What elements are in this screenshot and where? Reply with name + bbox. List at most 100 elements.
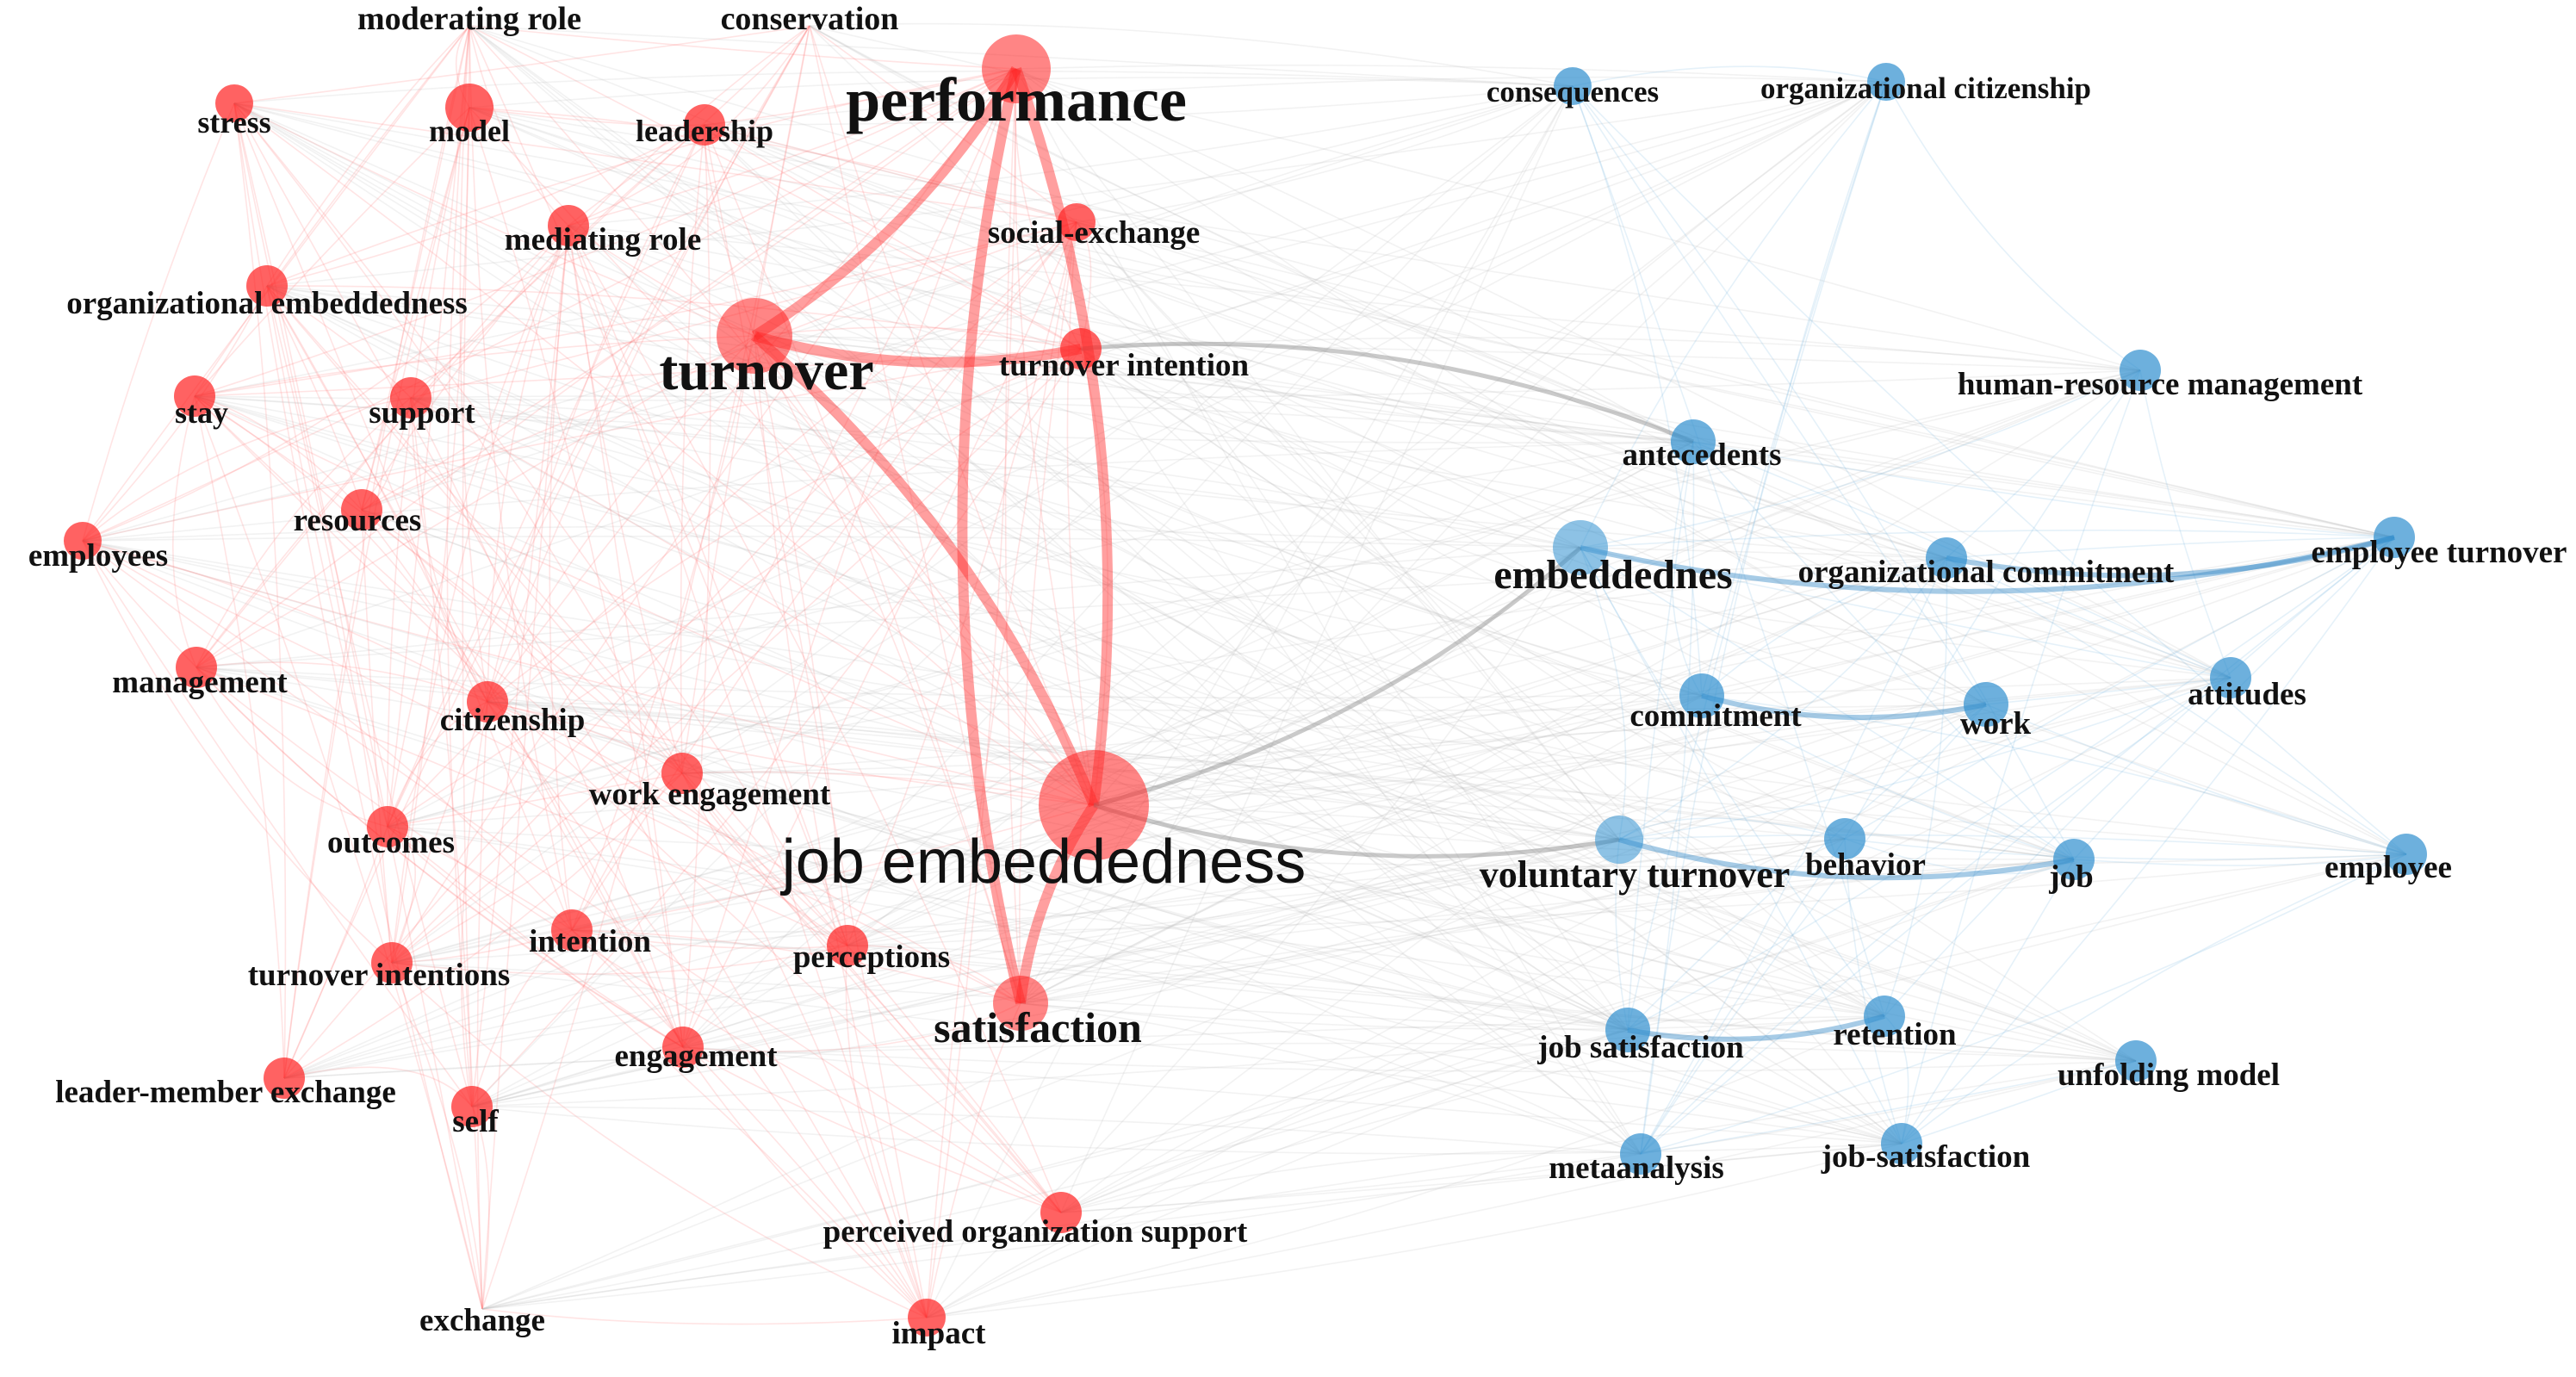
node-citizenship[interactable] [467,681,508,723]
edge-resources-job-satisfaction [361,509,1629,1031]
node-turnover-intentions[interactable] [371,942,413,983]
edge-social-exchange-job-embeddedness [1066,221,1095,806]
node-retention[interactable] [1864,996,1905,1037]
node-work[interactable] [1964,682,2008,727]
node-organizational-embeddedness[interactable] [246,265,288,307]
node-support[interactable] [390,377,431,419]
edge-moderating-role-self [446,25,473,1107]
node-satisfaction[interactable] [993,976,1048,1031]
node-resources[interactable] [341,489,382,530]
edge-leader-member-exchange-voluntary-turnover [283,839,1620,1079]
node-perceived-organization-support[interactable] [1040,1192,1082,1233]
node-turnover[interactable] [717,298,792,374]
edge-job-embeddedness-intention [571,804,1095,931]
edge-stress-organizational-commitment [233,102,1947,559]
node-organizational-citizenship[interactable] [1867,63,1905,101]
edge-self-consequences [471,85,1574,1107]
node-voluntary-turnover[interactable] [1595,816,1643,864]
edge-stay-commitment [194,395,1703,697]
node-metaanalysis[interactable] [1620,1133,1661,1175]
node-job-satisfaction-2[interactable] [1881,1123,1922,1164]
node-embeddednes[interactable] [1553,520,1608,575]
edge-moderating-role-retention [469,25,1885,1017]
edge-leadership-turnover-intention [704,124,1082,350]
node-mediating-role[interactable] [548,205,589,246]
edge-management-citizenship [196,661,488,703]
node-consequences[interactable] [1554,67,1592,105]
node-unfolding-model[interactable] [2115,1040,2157,1082]
label-unfolding-model: unfolding model [2058,1058,2280,1093]
edge-turnover-stay [194,335,755,397]
node-job-satisfaction[interactable] [1605,1008,1650,1052]
edge-stress-job [233,102,2075,860]
edge-employees-citizenship [82,540,488,703]
edge-job-embeddedness-voluntary-turnover [1093,804,1620,840]
node-engagement[interactable] [662,1027,704,1068]
node-social-exchange[interactable] [1058,203,1096,241]
edge-model-employee [469,107,2407,855]
node-performance[interactable] [982,34,1051,103]
edge-citizenship-antecedents [487,441,1694,703]
node-perceptions[interactable] [827,925,868,966]
edge-perceptions-voluntary-turnover [847,839,1620,946]
node-organizational-commitment[interactable] [1926,537,1967,579]
edge-citizenship-employee [487,701,2407,855]
node-self[interactable] [451,1086,493,1127]
edge-turnover-commitment [754,335,1703,697]
node-employee[interactable] [2386,834,2427,875]
edge-human-resource-management-behavior [1844,369,2141,840]
edge-organizational-embeddedness-organizational-commitment [266,285,1947,559]
edge-support-engagement [410,397,684,1048]
node-turnover-intention[interactable] [1060,328,1102,369]
node-human-resource-management[interactable] [2120,350,2161,391]
node-model[interactable] [445,84,493,132]
node-commitment[interactable] [1679,673,1724,718]
edge-citizenship-behavior [487,701,1846,840]
node-behavior[interactable] [1824,818,1865,859]
edge-leadership-outcomes [387,124,705,828]
edge-outcomes-organizational-citizenship [387,81,1887,828]
strong-edge-job-satisfaction-retention [1627,1014,1885,1042]
edge-turnover-management [196,335,755,668]
edge-social-exchange-stay [194,221,1077,397]
edge-turnover-intentions-job-satisfaction-2 [391,962,1903,1144]
node-stress[interactable] [215,84,253,122]
edge-mediating-role-work-engagement [568,225,683,774]
edge-social-exchange-outcomes [387,221,1077,828]
node-intention[interactable] [551,909,593,951]
edge-work-metaanalysis [1640,704,1987,1155]
edge-job-embeddedness-job [1093,804,2075,860]
node-employee-turnover[interactable] [2374,517,2415,558]
edge-employees-metaanalysis [82,540,1642,1155]
strong-edge-organizational-commitment-employee-turnover [1946,535,2395,579]
edge-mediating-role-perceptions [568,225,848,946]
node-impact[interactable] [908,1299,946,1337]
edge-mediating-role-exchange [481,225,569,1310]
edge-social-exchange-impact [926,221,1077,1318]
edge-support-exchange [410,397,483,1310]
node-employees[interactable] [64,522,102,560]
node-job[interactable] [2053,839,2095,880]
label-work: work [1960,706,2032,741]
edge-support-unfolding-model [410,397,2137,1062]
node-antecedents[interactable] [1671,419,1716,464]
label-citizenship: citizenship [440,703,586,738]
label-behavior: behavior [1805,847,1926,883]
edge-turnover-intention-citizenship [487,348,1082,703]
node-work-engagement[interactable] [661,753,703,794]
edge-outcomes-employee [387,826,2407,868]
edge-exchange-metaanalysis [481,1153,1642,1310]
node-management[interactable] [176,647,217,688]
node-attitudes[interactable] [2210,657,2251,698]
edge-commitment-job [1701,695,2075,860]
edge-model-human-resource-management [469,107,2141,371]
node-stay[interactable] [174,375,215,417]
edge-organizational-commitment-employee-turnover [1946,537,2395,559]
edge-exchange-job-satisfaction [481,1029,1629,1310]
node-outcomes[interactable] [367,806,408,847]
node-leadership[interactable] [684,104,725,146]
edge-turnover-intention-metaanalysis [1080,348,1642,1155]
node-job-embeddedness[interactable] [1039,750,1149,860]
edge-exchange-unfolding-model [481,1060,2137,1310]
node-leader-member-exchange[interactable] [264,1058,305,1099]
